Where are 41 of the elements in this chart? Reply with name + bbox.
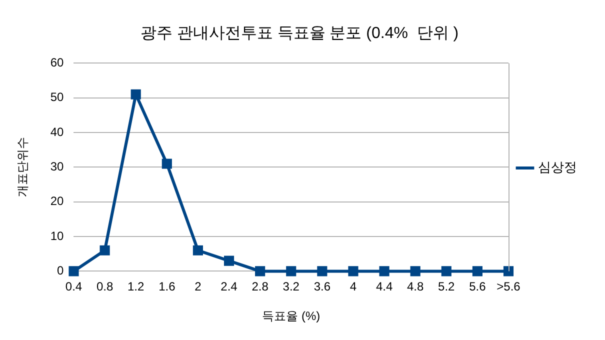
point [317, 266, 328, 276]
x-tick-label: 1.6 [158, 280, 176, 294]
x-tick-label: 2 [194, 280, 202, 294]
point [472, 266, 482, 276]
point [255, 266, 266, 276]
y-tick-label: 0 [57, 264, 64, 278]
point [130, 89, 141, 100]
x-tick-label: 0.4 [65, 280, 82, 294]
y-tick-label: 60 [50, 56, 64, 70]
x-tick-label: 0.8 [96, 280, 114, 294]
x-tick-label: 5.6 [469, 280, 486, 294]
point [379, 266, 390, 276]
point [348, 266, 358, 276]
point [100, 245, 110, 256]
x-tick-label: 3.6 [314, 280, 331, 294]
y-tick-label: 40 [50, 124, 64, 139]
x-tick-label: 4.8 [406, 280, 424, 294]
y-tick-label: 10 [50, 228, 64, 243]
y-tick-label: 30 [50, 160, 64, 174]
point [162, 158, 172, 169]
x-axis-title: 득표율 (%) [262, 309, 320, 324]
legend-label: 심상정 [538, 160, 577, 175]
point [192, 245, 203, 256]
y-tick-label: 50 [50, 90, 64, 104]
point [68, 266, 79, 276]
point [441, 266, 452, 276]
point [503, 266, 514, 276]
x-tick-label: 5.2 [438, 280, 456, 294]
point [410, 266, 420, 276]
x-tick-label: 2.8 [252, 280, 269, 294]
x-tick-label: 2.4 [220, 280, 238, 294]
x-tick-label: 4.4 [376, 280, 393, 294]
point [224, 256, 234, 266]
x-tick-label: 4 [350, 280, 357, 294]
x-tick-label: 1.2 [128, 280, 145, 294]
point [286, 266, 296, 276]
chart-title: 광주 관내사전투표 득표율 분포 (0.4% 단위 ) [140, 25, 459, 42]
x-tick-label: >5.6 [496, 280, 521, 294]
x-tick-label: 3.2 [282, 280, 300, 294]
y-axis-title: 개표단위수 [16, 137, 30, 198]
y-tick-label: 20 [50, 194, 64, 208]
